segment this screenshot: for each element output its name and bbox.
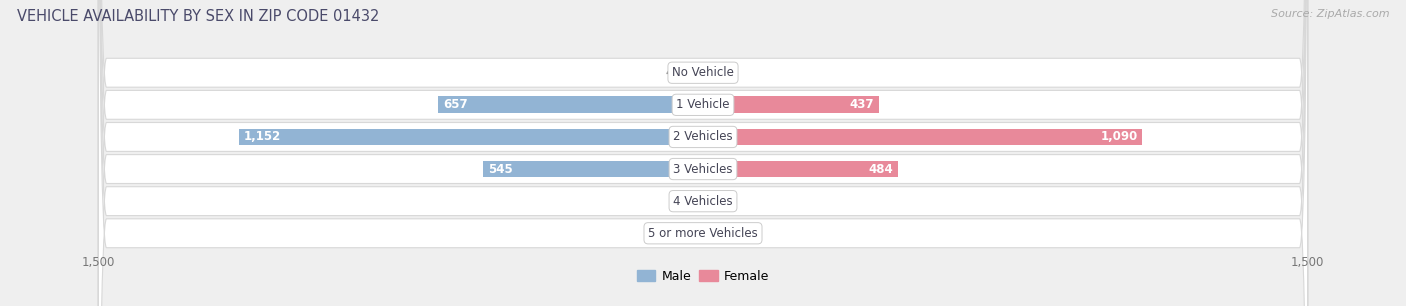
Text: 0: 0 (707, 66, 714, 79)
Bar (239, 129, 703, 145)
Text: 86: 86 (650, 227, 664, 240)
FancyBboxPatch shape (98, 0, 1308, 306)
Bar (439, 96, 703, 113)
FancyBboxPatch shape (98, 0, 1308, 306)
Text: VEHICLE AVAILABILITY BY SEX IN ZIP CODE 01432: VEHICLE AVAILABILITY BY SEX IN ZIP CODE … (17, 9, 380, 24)
Text: 82: 82 (740, 227, 755, 240)
Text: 3 Vehicles: 3 Vehicles (673, 162, 733, 176)
Text: 2 Vehicles: 2 Vehicles (673, 130, 733, 144)
FancyBboxPatch shape (98, 0, 1308, 306)
FancyBboxPatch shape (98, 0, 1308, 306)
Bar (668, 225, 703, 242)
Text: Source: ZipAtlas.com: Source: ZipAtlas.com (1271, 9, 1389, 19)
Bar (703, 129, 1142, 145)
Text: 39: 39 (723, 195, 738, 208)
FancyBboxPatch shape (98, 0, 1308, 306)
Text: 5 or more Vehicles: 5 or more Vehicles (648, 227, 758, 240)
Text: 36: 36 (669, 195, 685, 208)
Text: 484: 484 (869, 162, 893, 176)
Text: No Vehicle: No Vehicle (672, 66, 734, 79)
Bar (703, 96, 879, 113)
Bar (703, 193, 718, 210)
Bar (703, 225, 737, 242)
Text: 4 Vehicles: 4 Vehicles (673, 195, 733, 208)
Text: 1,152: 1,152 (243, 130, 281, 144)
FancyBboxPatch shape (98, 0, 1308, 306)
Bar (685, 64, 703, 81)
Text: 1 Vehicle: 1 Vehicle (676, 98, 730, 111)
Bar (703, 161, 898, 177)
Bar (689, 193, 703, 210)
Text: 545: 545 (488, 162, 513, 176)
Bar (484, 161, 703, 177)
Text: 47: 47 (665, 66, 681, 79)
Legend: Male, Female: Male, Female (631, 265, 775, 288)
Text: 657: 657 (443, 98, 468, 111)
Text: 1,090: 1,090 (1101, 130, 1137, 144)
Text: 437: 437 (849, 98, 875, 111)
